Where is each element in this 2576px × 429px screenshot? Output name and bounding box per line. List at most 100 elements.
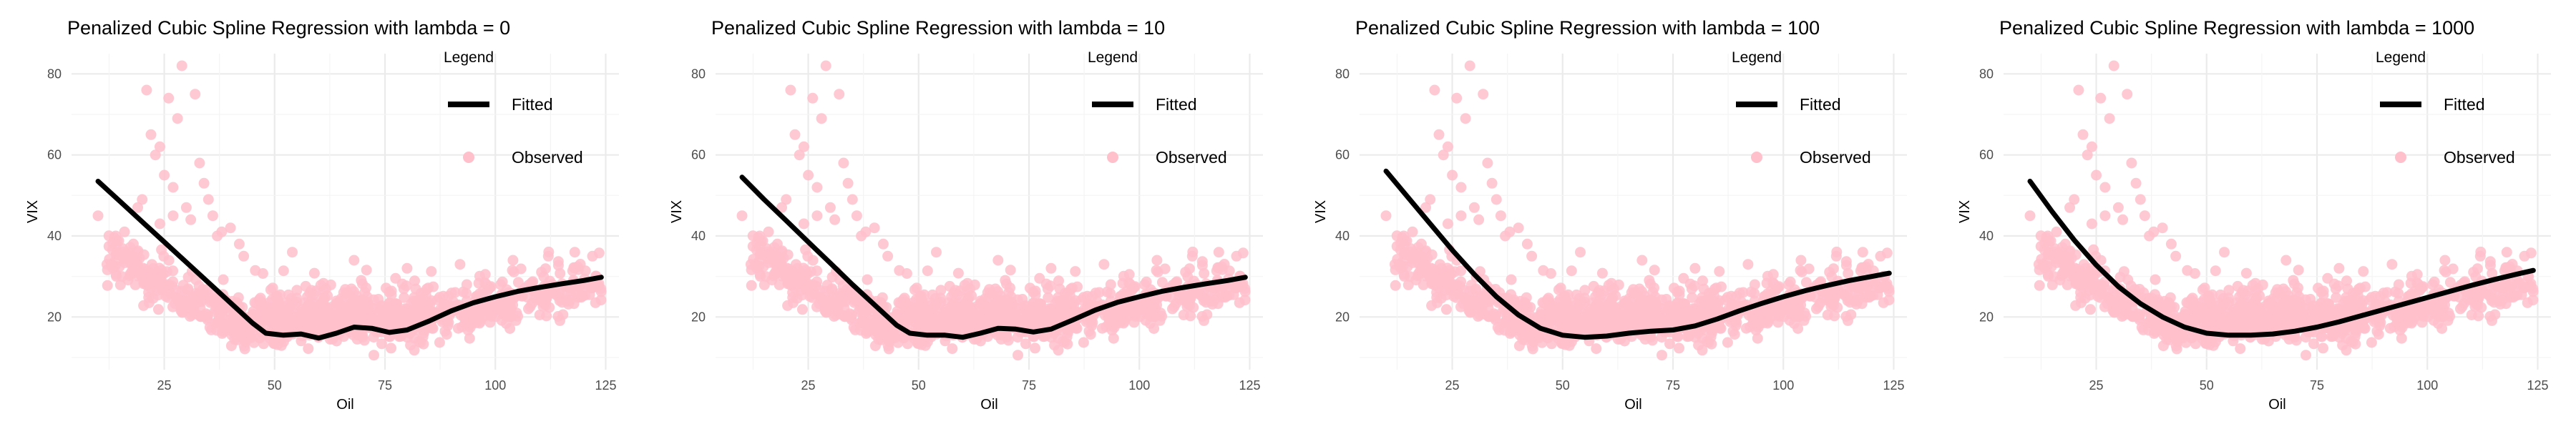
observed-point <box>318 307 329 319</box>
observed-point <box>2500 262 2512 273</box>
observed-point <box>212 230 223 242</box>
observed-point <box>2058 266 2069 277</box>
observed-point <box>946 291 957 302</box>
observed-point <box>1475 305 1486 316</box>
chart-title: Penalized Cubic Spline Regression with l… <box>67 17 510 39</box>
observed-point <box>401 262 413 274</box>
observed-point <box>2378 287 2389 299</box>
legend-label: Fitted <box>1800 95 1841 114</box>
observed-point <box>2278 297 2289 309</box>
observed-point <box>922 336 933 347</box>
observed-point <box>211 325 223 336</box>
observed-point <box>2484 260 2496 271</box>
observed-point <box>1663 307 1674 318</box>
observed-point <box>534 310 545 320</box>
observed-point <box>569 247 580 258</box>
observed-point <box>763 226 774 237</box>
observed-point <box>119 226 130 237</box>
observed-point <box>418 287 429 299</box>
observed-point <box>2070 300 2082 311</box>
observed-point <box>1693 340 1704 351</box>
observed-point <box>1588 280 1599 292</box>
observed-point <box>110 230 122 242</box>
observed-point <box>348 255 360 266</box>
observed-point <box>807 255 819 266</box>
observed-point <box>755 270 766 282</box>
observed-point <box>1141 302 1153 314</box>
observed-point <box>2091 169 2102 181</box>
observed-point <box>302 291 313 302</box>
observed-point <box>2429 302 2441 314</box>
x-axis-title: Oil <box>2268 397 2285 413</box>
fitted-line <box>1383 168 1892 340</box>
observed-point <box>1231 250 1242 262</box>
observed-point <box>1455 182 1467 193</box>
observed-point <box>774 279 785 290</box>
observed-point <box>497 302 509 314</box>
observed-point <box>2440 267 2451 277</box>
y-tick-label: 20 <box>1979 310 1994 324</box>
observed-point <box>361 282 371 294</box>
observed-point <box>1528 334 1539 345</box>
observed-point <box>2210 336 2221 347</box>
observed-point <box>1433 129 1445 140</box>
observed-point <box>1413 257 1424 269</box>
observed-point <box>2240 267 2252 279</box>
observed-point <box>2084 290 2096 301</box>
observed-point <box>1199 267 1210 279</box>
observed-point <box>2070 249 2082 260</box>
observed-point <box>1566 265 1577 277</box>
observed-point <box>2232 324 2243 335</box>
observed-point <box>2293 282 2303 294</box>
observed-point <box>386 285 397 297</box>
observed-point <box>2135 194 2146 205</box>
observed-point <box>152 290 164 301</box>
observed-point <box>2195 312 2206 323</box>
x-tick-label: 75 <box>1022 378 1036 393</box>
observed-point <box>2199 282 2210 294</box>
observed-point <box>320 322 331 333</box>
observed-point <box>922 265 933 277</box>
observed-point <box>130 279 141 290</box>
observed-point <box>1428 264 1439 275</box>
observed-point <box>1019 307 1030 318</box>
observed-point <box>225 222 236 234</box>
observed-point <box>1579 319 1591 330</box>
observed-point <box>2082 149 2093 161</box>
observed-point <box>1501 316 1511 327</box>
observed-point <box>530 292 541 304</box>
observed-point <box>405 340 416 351</box>
observed-point <box>990 297 1001 309</box>
observed-point <box>2366 337 2377 348</box>
observed-point <box>2043 240 2054 251</box>
observed-point <box>2250 277 2261 289</box>
observed-point <box>2223 319 2235 330</box>
observed-point <box>1420 202 1431 213</box>
observed-point <box>2341 275 2352 287</box>
observed-point <box>1442 218 1453 230</box>
observed-point <box>962 277 973 289</box>
observed-point <box>2286 302 2297 312</box>
x-tick-label: 50 <box>1556 378 1570 393</box>
observed-point <box>947 343 958 355</box>
observed-point <box>1394 259 1405 270</box>
observed-point <box>446 287 457 299</box>
observed-point <box>944 311 955 322</box>
observed-point <box>1555 282 1566 294</box>
observed-point <box>300 311 311 322</box>
fitted-line <box>95 179 604 341</box>
observed-point <box>811 182 823 193</box>
observed-point <box>1551 312 1562 323</box>
observed-point <box>862 303 874 315</box>
observed-point <box>1455 210 1467 222</box>
observed-point <box>800 244 811 255</box>
observed-point <box>1090 287 1101 299</box>
observed-point <box>1390 280 1401 291</box>
observed-point <box>2394 317 2405 328</box>
observed-point <box>1473 214 1485 225</box>
observed-point <box>1005 265 1016 276</box>
observed-point <box>172 113 183 124</box>
observed-point <box>1101 286 1113 297</box>
observed-point <box>1770 285 1781 296</box>
observed-point <box>1752 332 1763 344</box>
